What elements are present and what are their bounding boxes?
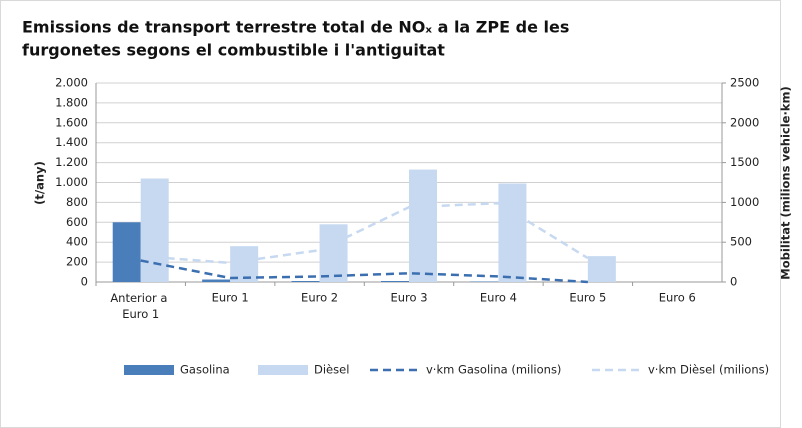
legend-swatch bbox=[258, 365, 308, 375]
y-tick-label: 2.000 bbox=[55, 76, 88, 90]
x-tick-label: Euro 5 bbox=[569, 291, 606, 305]
y-tick-label: 600 bbox=[66, 215, 88, 229]
y2-axis-title: Mobilitat (milions vehicle·km) bbox=[779, 86, 793, 279]
legend-label: Dièsel bbox=[314, 363, 349, 377]
legend-swatch bbox=[124, 365, 174, 375]
x-tick-label: Euro 2 bbox=[301, 291, 338, 305]
x-tick-label: Euro 3 bbox=[390, 291, 427, 305]
bar bbox=[381, 281, 409, 282]
bar bbox=[202, 279, 231, 282]
y-tick-label: 800 bbox=[66, 195, 88, 209]
x-tick-label: Euro 1 bbox=[212, 291, 249, 305]
y-tick-label: 0 bbox=[81, 275, 88, 289]
legend-label: v·km Gasolina (milions) bbox=[426, 363, 561, 377]
y2-tick-label: 1000 bbox=[730, 195, 759, 209]
y-axis-title: (t/any) bbox=[33, 161, 47, 205]
bar bbox=[409, 169, 437, 282]
y2-tick-label: 0 bbox=[730, 275, 737, 289]
bar bbox=[498, 183, 527, 282]
y2-tick-label: 1500 bbox=[730, 155, 759, 169]
x-tick-label: Anterior a Euro 1 bbox=[110, 291, 171, 321]
bar bbox=[112, 222, 141, 282]
y-tick-label: 200 bbox=[66, 255, 88, 269]
chart-title: Emissions de transport terrestre total d… bbox=[22, 18, 569, 37]
y2-tick-label: 500 bbox=[730, 235, 752, 249]
line-series bbox=[140, 259, 588, 284]
legend-label: v·km Dièsel (milions) bbox=[648, 363, 769, 377]
y-tick-label: 1.000 bbox=[55, 175, 88, 189]
legend-label: Gasolina bbox=[180, 363, 230, 377]
y-tick-label: 1.200 bbox=[55, 155, 88, 169]
y2-tick-label: 2500 bbox=[730, 76, 759, 90]
bar bbox=[140, 178, 169, 282]
chart-title: furgonetes segons el combustible i l'ant… bbox=[22, 41, 445, 60]
y-tick-label: 1.400 bbox=[55, 135, 88, 149]
y-tick-label: 1.600 bbox=[55, 115, 88, 129]
x-tick-label: Euro 6 bbox=[659, 291, 696, 305]
bar bbox=[587, 256, 616, 282]
y2-tick-label: 2000 bbox=[730, 115, 759, 129]
bar bbox=[319, 224, 348, 282]
y-tick-label: 400 bbox=[66, 235, 88, 249]
bar bbox=[291, 281, 320, 282]
x-tick-label: Euro 4 bbox=[480, 291, 517, 305]
y-tick-label: 1.800 bbox=[55, 95, 88, 109]
bar bbox=[230, 246, 259, 282]
